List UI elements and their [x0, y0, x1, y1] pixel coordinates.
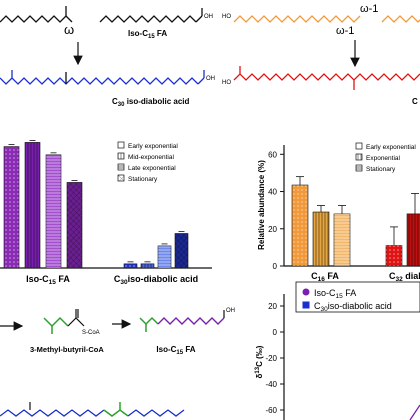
- iso-c15-chain: [0, 15, 67, 23]
- bar-pattern-0-1: [124, 263, 137, 268]
- legend-mid-right: Early exponential Exponential Stationary: [355, 142, 416, 173]
- bar-pattern-1-1: [141, 263, 154, 268]
- legend-late-exponential: Late exponential: [128, 165, 176, 172]
- ho-label-bottom: HO: [222, 80, 231, 86]
- precursor-chain: [43, 316, 69, 328]
- delta-ytick-label-3: -40: [265, 380, 277, 389]
- bar-pattern-3-1: [175, 233, 188, 268]
- bar-rel-pattern-1-1: [407, 213, 420, 266]
- bar-rel-pattern-0-1: [386, 245, 402, 266]
- xtick-iso-c15-fa: Iso-C15 FA: [26, 274, 70, 286]
- delta-ytick-label-2: -20: [265, 354, 277, 363]
- precursor-label: 3-Methyl-butyril-CoA: [30, 345, 104, 354]
- xtick-c32-diabolic: C32 diabo: [389, 271, 420, 283]
- omega-1-label-mid: ω-1: [336, 25, 354, 37]
- iso-c15-fa-product-label: Iso-C15 FA: [156, 345, 195, 356]
- iso-c15-product-chain-green: [139, 316, 159, 326]
- legend-delta13c: Iso-C15 FA C30iso-diabolic acid: [295, 281, 420, 313]
- legend-early-exponential-2: Early exponential: [366, 144, 416, 151]
- iso-c15-product-chain-purple: [157, 317, 225, 325]
- legend-marker-c30: [302, 301, 310, 309]
- bar-pattern-2-1: [158, 245, 171, 268]
- c16-fa-chain: [233, 15, 361, 23]
- xtick-c30-iso-diabolic: C30iso-diabolic acid: [114, 274, 198, 286]
- ytick-label-1: 20: [268, 225, 277, 234]
- c30-iso-diabolic-label: C30 iso-diabolic acid: [112, 97, 189, 108]
- svg-text:OH: OH: [206, 76, 215, 82]
- oh-label: OH: [204, 14, 213, 20]
- bar-rel-pattern-0-0: [292, 185, 308, 266]
- legend-c30-iso-diabolic: C30iso-diabolic acid: [314, 301, 392, 313]
- omega-label: ω: [64, 22, 74, 37]
- chart-growth-phase-fa: Iso-C15 FA C30iso-diabolic acid Early ex…: [0, 140, 212, 286]
- bar-pattern-1-0: [25, 142, 40, 268]
- ytick-label-2: 40: [268, 188, 277, 197]
- bottom-chain-partial: [0, 409, 105, 417]
- bar-rel-pattern-1-0: [313, 212, 329, 266]
- delta-ytick-label-1: 0: [273, 328, 278, 337]
- ylabel-delta13c: δ13C (‰): [255, 345, 264, 378]
- bar-pattern-2-0: [46, 154, 61, 268]
- scoa-label: S-CoA: [82, 330, 100, 336]
- bar-pattern-3-0: [67, 182, 82, 268]
- legend-stationary: Stationary: [128, 176, 158, 183]
- ho-label-top: HO: [222, 14, 231, 20]
- ytick-label-0: 0: [273, 262, 278, 271]
- svg-text:OH: OH: [226, 308, 235, 314]
- c16-fa-chain-2: [381, 15, 420, 23]
- legend-mid-left: Early exponential Mid-exponential Late e…: [117, 141, 178, 183]
- panel-top-right-scheme: HO ω-1 ω-1 HO C: [222, 3, 420, 106]
- iso-c15-fa-label: Iso-C15 FA: [128, 29, 167, 40]
- legend-early-exponential: Early exponential: [128, 143, 178, 150]
- chart-delta13c: δ13C (‰) 20 0 -20 -40 -60 Iso-C15 FA C30iso-…: [255, 281, 420, 420]
- legend-marker-iso-c15: [302, 288, 310, 296]
- bar-pattern-0-0: [4, 146, 19, 268]
- panel-bottom-left-scheme: S-CoA 3-Methyl-butyril-CoA OH Iso-C15 FA: [0, 308, 235, 417]
- delta-ytick-label-0: 20: [268, 302, 277, 311]
- ylabel-relative-abundance: Relative abundance (%): [257, 160, 266, 250]
- legend-iso-c15-fa: Iso-C15 FA: [314, 288, 356, 300]
- c30-iso-diabolic-chain: [0, 77, 199, 85]
- legend-exponential: Exponential: [366, 155, 401, 162]
- iso-c15-chain-right: [99, 15, 197, 23]
- ytick-label-3: 60: [268, 150, 277, 159]
- legend-stationary-2: Stationary: [366, 166, 396, 173]
- delta-ytick-label-4: -60: [265, 406, 277, 415]
- xtick-c16-fa: C16 FA: [311, 271, 339, 283]
- c32-cut-label: C: [412, 97, 418, 106]
- panel-top-left-scheme: ω OH Iso-C15 FA OH C30 iso-diabolic acid: [0, 6, 215, 108]
- c32-diabolic-chain: [233, 73, 420, 81]
- trend-line-fragment: [409, 404, 420, 420]
- chart-relative-abundance: Relative abundance (%) 0 20 40 60 C16 FA C3…: [257, 142, 420, 283]
- legend-mid-exponential: Mid-exponential: [128, 154, 174, 161]
- omega-1-label-top: ω-1: [360, 3, 378, 15]
- bar-rel-pattern-2-0: [334, 213, 350, 266]
